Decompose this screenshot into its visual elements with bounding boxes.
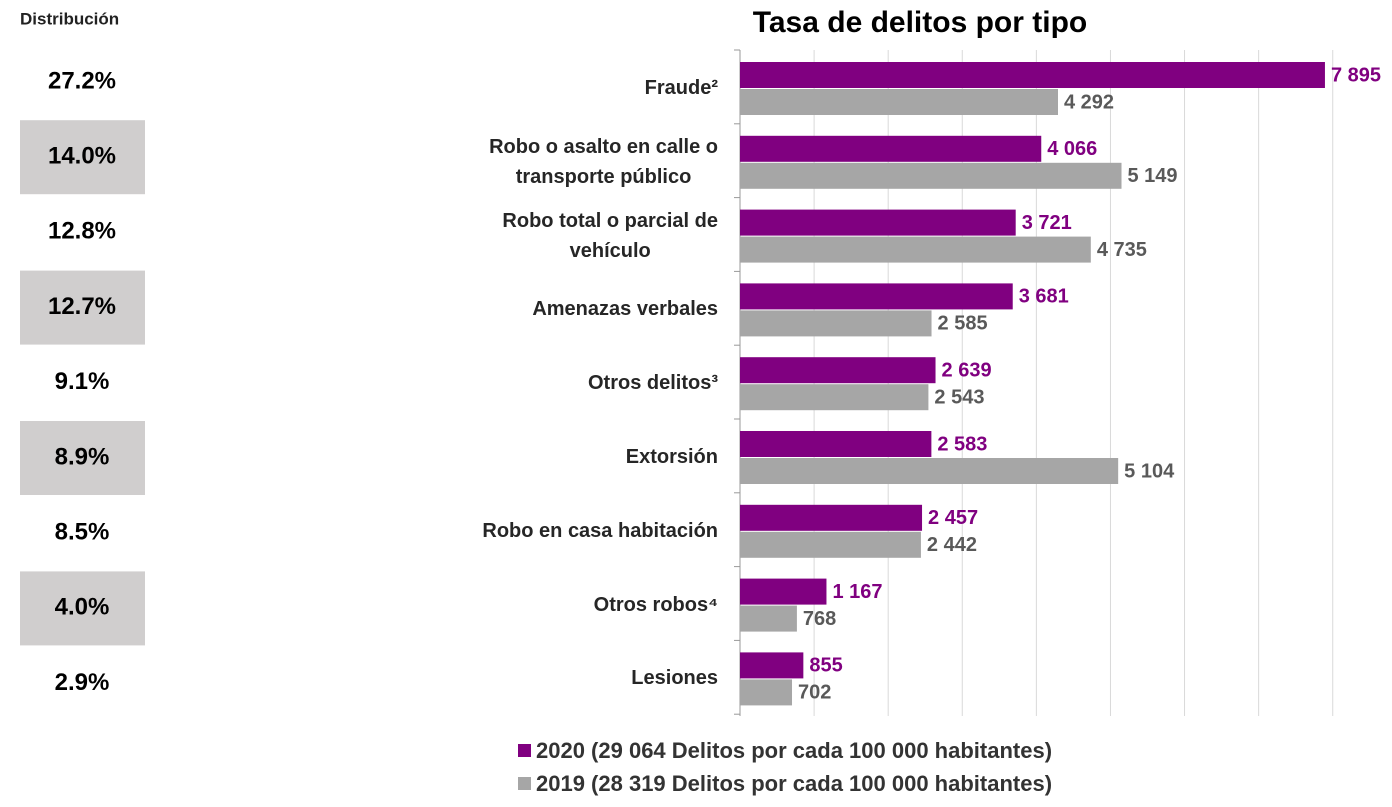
value-label: 4 292 [1064, 91, 1114, 113]
value-label: 4 066 [1047, 138, 1097, 160]
legend-label: 2019 (28 319 Delitos por cada 100 000 ha… [536, 771, 1052, 796]
legend-swatch [518, 744, 531, 757]
category-label: Otros delitos³ [587, 372, 718, 395]
distribution-label: 9.1% [55, 368, 110, 395]
bar [740, 679, 793, 706]
bar [740, 652, 804, 679]
value-label: 2 457 [928, 507, 978, 529]
value-label: 2 639 [942, 359, 992, 381]
distribution-label: 12.8% [48, 218, 116, 245]
bar [740, 431, 932, 457]
distribution-label: 4.0% [55, 594, 110, 621]
bar [740, 310, 932, 337]
bar [740, 209, 1016, 236]
bar [740, 531, 921, 558]
category-label: Lesiones [631, 667, 718, 690]
category-label: Amenazas verbales [532, 298, 718, 321]
bar [740, 504, 923, 531]
legend-label: 2020 (29 064 Delitos por cada 100 000 ha… [536, 738, 1052, 763]
value-label: 2 585 [938, 313, 988, 335]
bar [740, 458, 1119, 484]
bar [740, 135, 1042, 162]
legend-swatch [518, 777, 531, 790]
distribution-band [20, 120, 145, 195]
category-label: Robo en casa habitación [482, 519, 718, 542]
value-label: 5 104 [1124, 460, 1175, 482]
bar [740, 283, 1013, 310]
bar [740, 89, 1058, 115]
bar [740, 578, 827, 605]
value-label: 1 167 [832, 581, 882, 603]
value-label: 5 149 [1127, 165, 1177, 187]
category-label: Robo o asalto en calle o transporte públ… [489, 135, 718, 188]
bar [740, 357, 936, 384]
value-label: 7 895 [1331, 64, 1381, 86]
value-label: 768 [803, 608, 836, 630]
distribution-label: 14.0% [48, 143, 116, 170]
value-label: 2 583 [937, 433, 987, 455]
distribution-label: 12.7% [48, 293, 116, 320]
category-label: Robo total o parcial de vehículo [502, 209, 718, 262]
bar [740, 62, 1325, 88]
value-label: 855 [809, 655, 842, 677]
bar [740, 236, 1091, 263]
distribution-band [20, 571, 145, 646]
value-label: 3 721 [1022, 212, 1072, 234]
bar [740, 605, 797, 632]
value-label: 2 543 [934, 386, 984, 408]
value-label: 4 735 [1097, 239, 1147, 261]
distribution-band [20, 421, 145, 495]
distribution-label: 8.9% [55, 443, 110, 470]
category-label: Extorsión [625, 446, 718, 468]
distribution-label: 2.9% [55, 669, 110, 696]
distribution-label: 27.2% [48, 67, 116, 94]
chart-title: Tasa de delitos por tipo [753, 6, 1087, 39]
distribution-title: Distribución [20, 9, 119, 28]
value-label: 2 442 [927, 534, 977, 556]
value-label: 3 681 [1019, 286, 1069, 308]
bar [740, 384, 929, 411]
category-label: Otros robos⁴ [593, 593, 718, 616]
value-label: 702 [798, 682, 831, 704]
bar [740, 162, 1122, 189]
distribution-band [20, 270, 145, 345]
distribution-label: 8.5% [55, 519, 110, 546]
category-label: Fraude² [644, 77, 718, 99]
